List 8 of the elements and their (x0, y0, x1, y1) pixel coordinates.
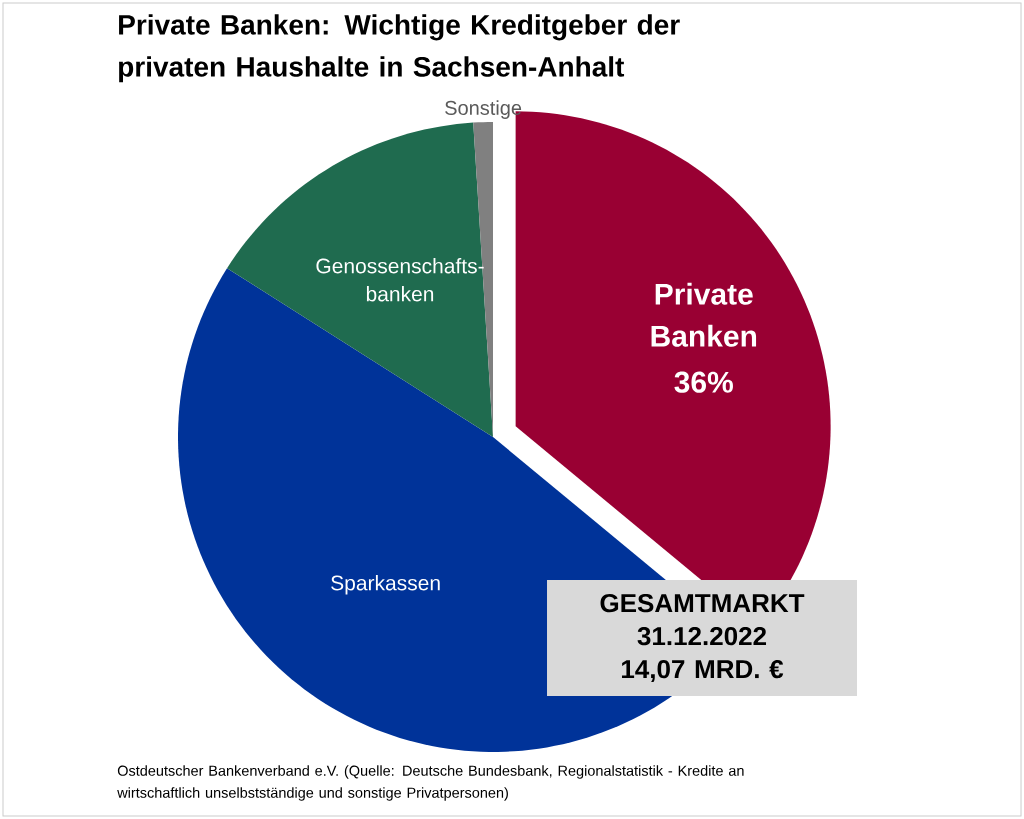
chart-title: Private Banken: Wichtige Kreditgeber der privaten Haushalte in Sachsen-Anhalt (119, 14, 680, 83)
slice-label: Genossenschafts-banken (316, 258, 484, 302)
slice-label: Sonstige (445, 100, 522, 119)
text: GESAMTMARKT 31.12.2022 14,07 MRD. € (600, 593, 805, 683)
text: Ostdeutscher Bankenverband e.V. (Quelle: Deutsche Bundesbank, Regionalstatistik - Kredite an wirtschaftlich unselbstständige und sonstige Privatpersonen) (117, 765, 744, 801)
slice-label: Sparkassen (331, 575, 440, 595)
slice-label: Private Banken (651, 282, 757, 347)
data-label: 36% (674, 371, 733, 393)
